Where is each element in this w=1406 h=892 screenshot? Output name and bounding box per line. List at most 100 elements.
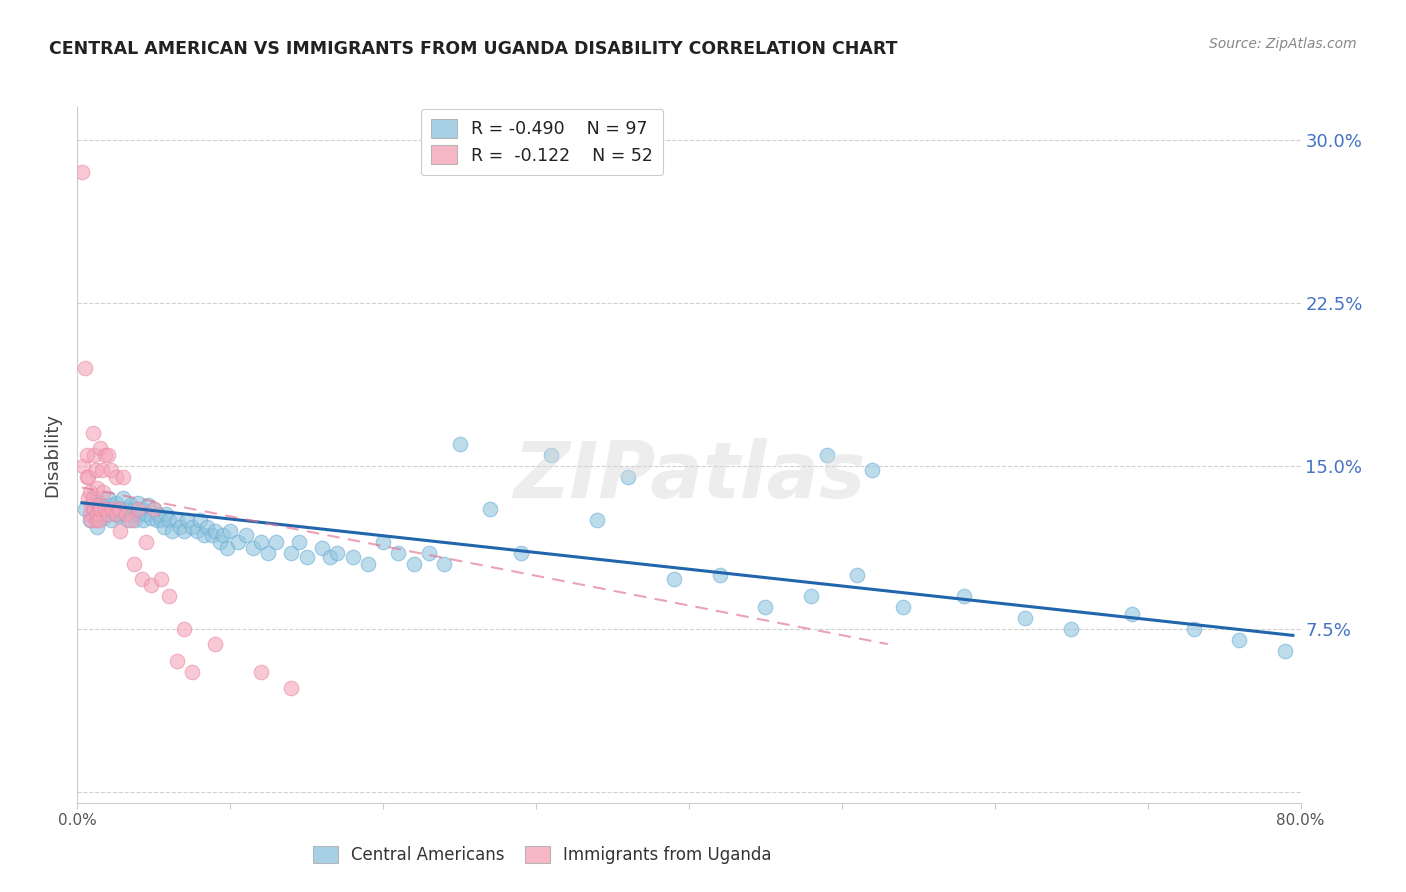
Point <box>139 511 162 525</box>
Point <box>617 469 640 483</box>
Point <box>120 498 142 512</box>
Point <box>208 534 231 549</box>
Point <box>72 458 94 473</box>
Point <box>157 589 180 603</box>
Point <box>115 507 138 521</box>
Point <box>186 524 208 538</box>
Point <box>181 519 204 533</box>
Point <box>217 541 239 556</box>
Point <box>155 507 177 521</box>
Point <box>97 448 120 462</box>
Point <box>117 513 139 527</box>
Point <box>433 557 456 571</box>
Point <box>204 524 226 538</box>
Point <box>540 448 562 462</box>
Point <box>79 507 101 521</box>
Point <box>84 463 107 477</box>
Point <box>112 507 135 521</box>
Point <box>89 442 111 456</box>
Point <box>295 550 318 565</box>
Point <box>479 502 502 516</box>
Point <box>76 469 98 483</box>
Point <box>318 550 340 565</box>
Point <box>181 665 204 680</box>
Point <box>235 528 257 542</box>
Point <box>79 513 101 527</box>
Point <box>73 361 96 376</box>
Point <box>120 513 142 527</box>
Point <box>219 524 242 538</box>
Point <box>86 507 108 521</box>
Point <box>132 513 155 527</box>
Point <box>846 567 869 582</box>
Point <box>86 519 108 533</box>
Point <box>104 469 127 483</box>
Point <box>131 572 153 586</box>
Point <box>100 513 122 527</box>
Point <box>112 469 135 483</box>
Point <box>754 600 776 615</box>
Point <box>108 524 131 538</box>
Point <box>122 502 145 516</box>
Point <box>371 534 394 549</box>
Point <box>87 513 110 527</box>
Point <box>357 557 380 571</box>
Point <box>815 448 838 462</box>
Point <box>90 463 112 477</box>
Point <box>79 484 101 499</box>
Point <box>264 534 287 549</box>
Point <box>662 572 685 586</box>
Point <box>89 496 111 510</box>
Point <box>188 513 211 527</box>
Point <box>87 498 110 512</box>
Point <box>226 534 249 549</box>
Point <box>311 541 333 556</box>
Point <box>97 507 120 521</box>
Point <box>108 502 131 516</box>
Point <box>73 502 96 516</box>
Point <box>160 524 183 538</box>
Point <box>342 550 364 565</box>
Point <box>104 507 127 521</box>
Point <box>104 496 127 510</box>
Point <box>91 511 114 525</box>
Point <box>104 507 127 521</box>
Point <box>101 502 124 516</box>
Point <box>204 637 226 651</box>
Point <box>94 502 117 516</box>
Point <box>97 491 120 506</box>
Point <box>142 502 165 516</box>
Point <box>82 498 104 512</box>
Point <box>862 463 884 477</box>
Point <box>101 498 124 512</box>
Point <box>115 502 138 516</box>
Point <box>166 513 188 527</box>
Point <box>84 513 107 527</box>
Point <box>89 502 111 516</box>
Point <box>153 519 176 533</box>
Point <box>128 496 150 510</box>
Point <box>150 572 173 586</box>
Point <box>77 469 100 483</box>
Point <box>1274 643 1296 657</box>
Point <box>280 681 302 695</box>
Point <box>94 448 117 462</box>
Point <box>280 546 302 560</box>
Text: CENTRAL AMERICAN VS IMMIGRANTS FROM UGANDA DISABILITY CORRELATION CHART: CENTRAL AMERICAN VS IMMIGRANTS FROM UGAN… <box>49 40 897 58</box>
Point <box>800 589 823 603</box>
Point <box>1182 622 1205 636</box>
Point <box>173 622 195 636</box>
Point <box>891 600 914 615</box>
Point <box>288 534 311 549</box>
Legend: Central Americans, Immigrants from Uganda: Central Americans, Immigrants from Ugand… <box>307 839 778 871</box>
Point <box>86 481 108 495</box>
Point <box>89 507 111 521</box>
Text: Source: ZipAtlas.com: Source: ZipAtlas.com <box>1209 37 1357 52</box>
Point <box>136 498 159 512</box>
Point <box>201 528 224 542</box>
Point <box>157 513 180 527</box>
Point <box>128 507 150 521</box>
Point <box>193 528 215 542</box>
Point <box>84 491 107 506</box>
Point <box>257 546 280 560</box>
